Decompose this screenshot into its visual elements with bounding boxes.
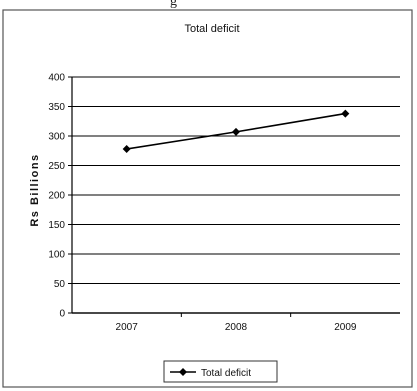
y-tick-labels: 0 50 100 150 200 250 300 350 400 [48,73,72,320]
data-point-2009 [341,109,350,118]
x-tick-labels: 2007 2008 2009 [116,313,357,333]
y-tick-label: 0 [59,309,65,320]
y-tick-label: 300 [48,132,65,143]
legend-box [163,360,278,383]
y-tick-label: 400 [48,73,65,84]
legend: Total deficit [163,360,278,383]
x-tick-label: 2007 [116,322,139,333]
y-tick-label: 350 [48,102,65,113]
y-tick-label: 250 [48,161,65,172]
cropped-heading-fragment: g [170,0,178,8]
data-point-2007 [122,144,131,153]
y-tick-label: 200 [48,191,65,202]
x-tick-label: 2009 [334,322,357,333]
y-tick-label: 150 [48,220,65,231]
legend-marker [179,368,187,376]
series-total-deficit [122,109,350,153]
y-axis-label: Rs Billions [29,153,41,226]
data-point-2008 [232,127,240,136]
chart-title: Total deficit [184,23,239,35]
chart-frame [2,9,413,388]
x-tick-label: 2008 [225,322,248,333]
legend-label: Total deficit [201,368,251,379]
y-tick-label: 50 [54,279,66,290]
y-tick-label: 100 [48,250,65,261]
